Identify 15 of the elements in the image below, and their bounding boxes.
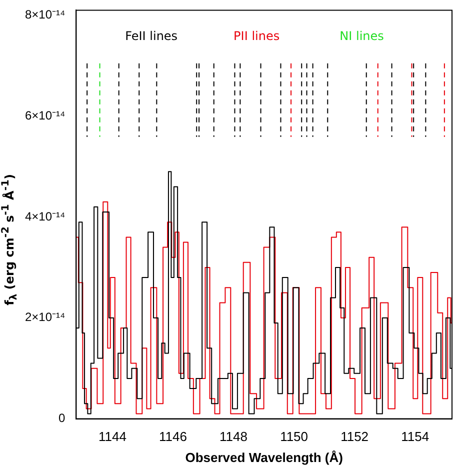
x-tick-label: 1152 [340, 429, 369, 444]
x-tick-label: 1150 [280, 429, 308, 444]
x-tick-label: 1154 [401, 429, 430, 444]
x-tick-label: 1144 [98, 429, 126, 444]
y-tick-label: 4×10⁻¹⁴ [24, 209, 66, 224]
y-tick-label: 6×10⁻¹⁴ [24, 108, 66, 122]
annotation: PII lines [234, 28, 280, 43]
y-tick-label: 0 [58, 411, 66, 426]
annotation: NI lines [340, 28, 384, 43]
y-tick-label: 2×10⁻¹⁴ [24, 310, 66, 324]
annotation: FeII lines [125, 28, 178, 43]
x-tick-label: 1146 [159, 429, 187, 444]
x-tick-label: 1148 [220, 429, 248, 444]
y-tick-label: 8×10⁻¹⁴ [24, 8, 66, 22]
x-axis-title: Observed Wavelength (Å) [185, 450, 343, 465]
